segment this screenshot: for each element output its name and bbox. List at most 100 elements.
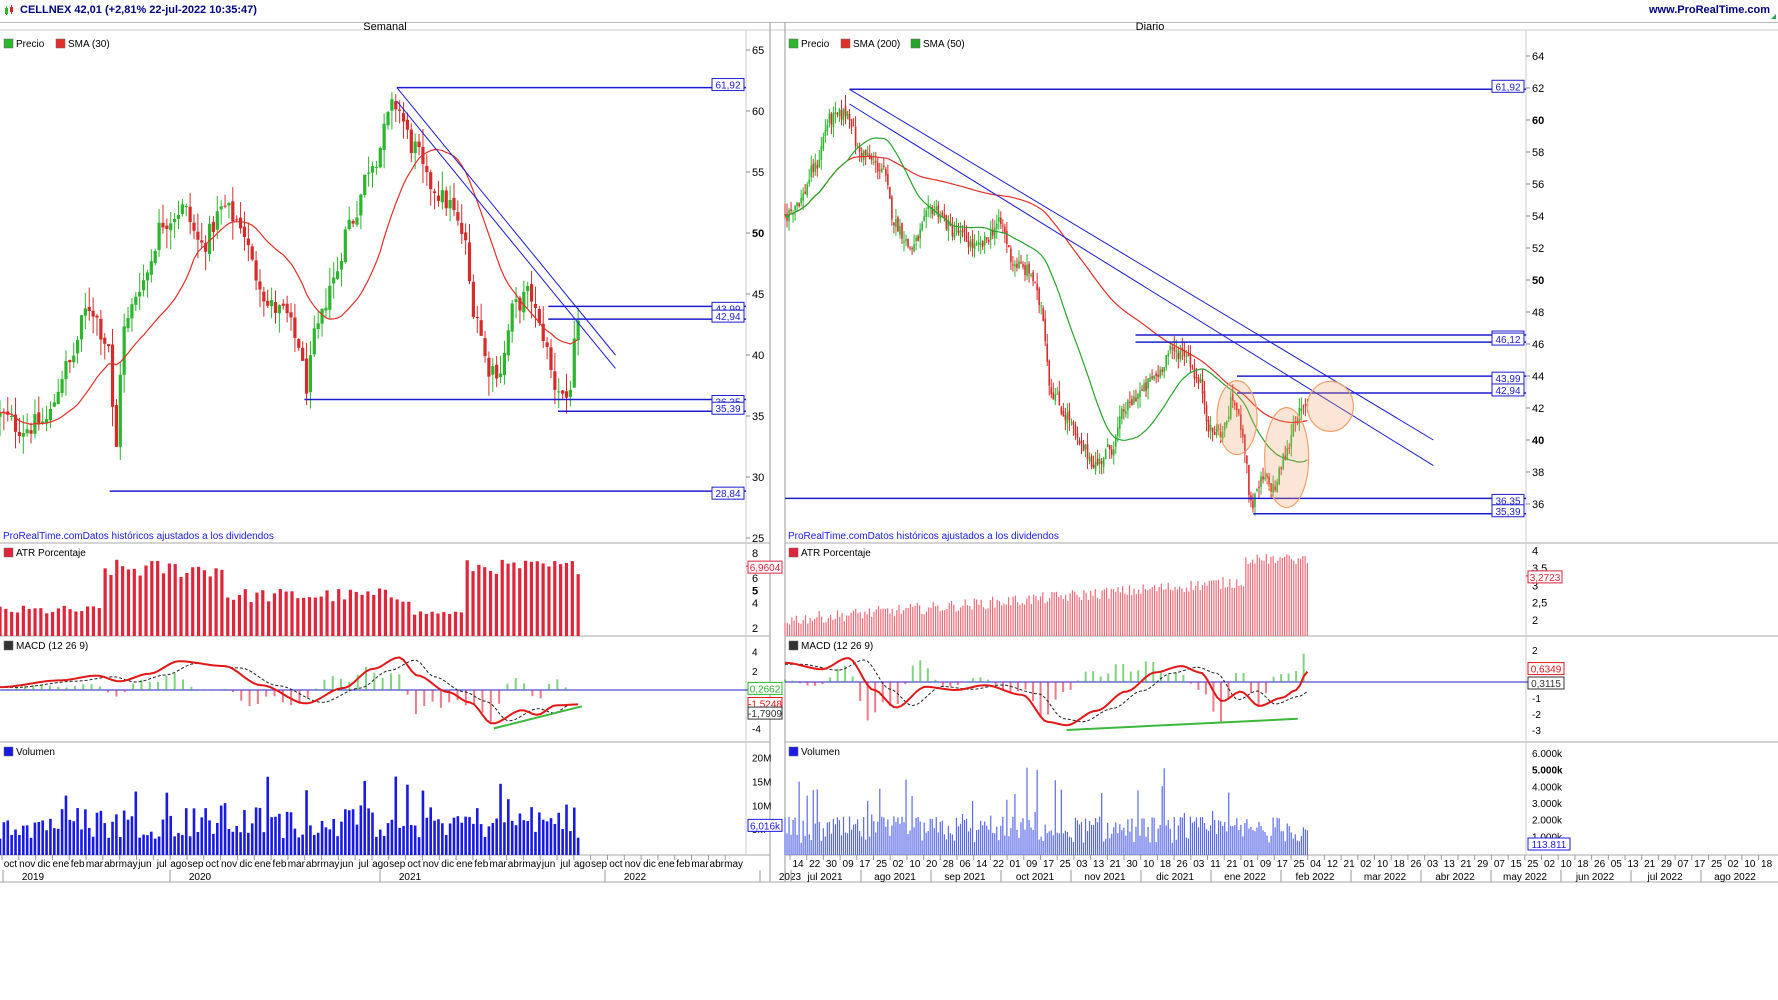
right-atr-bar: [1217, 579, 1220, 636]
left-x-month-label-24: oct: [407, 859, 421, 870]
right-x-day-label-40: 21: [1460, 859, 1472, 870]
left-volume-bar: [122, 810, 126, 855]
right-atr-bar: [1240, 584, 1242, 636]
right-volume-bar: [1107, 823, 1109, 855]
left-volume-legend-label-0: Volumen: [16, 747, 55, 758]
right-candle-body: [1264, 477, 1266, 479]
right-atr-bar: [1023, 604, 1026, 636]
right-atr-bar: [1083, 590, 1085, 636]
right-x-day-label-8: 20: [926, 859, 938, 870]
right-volume-bar: [1022, 818, 1024, 855]
right-candle-body: [909, 247, 911, 249]
right-volume-bar: [1028, 820, 1030, 855]
left-volume-bar: [456, 816, 460, 855]
right-macd-histogram-bar: [1197, 682, 1200, 690]
right-x-day-label-5: 25: [876, 859, 888, 870]
title-bar: CELLNEX 42,01 (+2,81% 22-jul-2022 10:35:…: [0, 0, 1778, 23]
left-atr-tick-2: 5: [752, 586, 758, 598]
right-macd-divergence-line: [1066, 717, 1298, 731]
right-volume-bar: [1234, 825, 1236, 855]
left-candle-body: [471, 281, 475, 317]
right-atr-bar: [1181, 588, 1183, 636]
right-price-legend-label-2: SMA (50): [923, 39, 965, 50]
right-candle-body: [957, 230, 960, 234]
left-atr-tick-0: 2: [752, 623, 758, 635]
left-atr-bar: [471, 571, 475, 636]
left-x-month-label-5: mar: [86, 859, 104, 870]
right-atr-bar: [1245, 557, 1247, 636]
prorealtime-link[interactable]: www.ProRealTime.com: [1648, 4, 1770, 16]
right-volume-bar: [1238, 829, 1240, 855]
left-atr-bar: [121, 566, 125, 636]
right-atr-bar: [941, 610, 944, 636]
left-volume-bar: [553, 823, 557, 855]
right-volume-bar: [933, 828, 935, 855]
right-macd-histogram-bar: [979, 677, 982, 682]
right-macd-histogram-bar: [1054, 682, 1057, 700]
right-candle-body: [1227, 416, 1230, 420]
left-candle-body: [312, 328, 316, 355]
right-candle-body: [921, 222, 923, 230]
left-atr-bar: [27, 609, 31, 636]
left-volume-bar: [247, 832, 250, 855]
right-atr-bar: [1074, 591, 1076, 636]
right-volume-bar: [976, 830, 978, 855]
right-macd-histogram-bar: [1257, 682, 1260, 706]
right-candle-body: [1187, 354, 1190, 356]
right-volume-bar: [790, 834, 792, 855]
left-atr-bar: [512, 562, 516, 636]
right-candle-body: [1262, 476, 1264, 480]
right-trendline-2: [849, 103, 1434, 467]
left-atr-bar: [319, 596, 323, 636]
right-atr-bar: [836, 610, 839, 636]
right-atr-bar: [848, 615, 850, 636]
right-volume-bar: [1143, 818, 1145, 855]
right-volume-bar: [941, 820, 943, 855]
left-candle-body: [79, 315, 84, 340]
left-x-month-label-42: abr: [710, 859, 725, 870]
left-x-month-label-14: dic: [239, 859, 252, 870]
left-macd-histogram-bar: [165, 675, 168, 690]
left-candle-body: [95, 315, 99, 318]
right-candle-body: [1121, 408, 1123, 419]
right-volume-bar: [1115, 822, 1117, 855]
right-atr-bar: [811, 620, 813, 636]
right-volume-bar: [1072, 842, 1075, 855]
right-candle-body: [927, 206, 930, 209]
right-volume-bar: [1008, 836, 1010, 855]
left-volume-bar: [0, 838, 2, 855]
right-volume-bar: [967, 831, 970, 855]
right-candle-body: [895, 219, 897, 228]
right-volume-bar: [798, 781, 800, 855]
right-volume-bar: [937, 832, 939, 855]
right-macd-histogram-bar: [1114, 664, 1117, 682]
right-volume-bar: [1304, 829, 1306, 855]
right-volume-bar: [796, 834, 798, 855]
left-atr-bar: [33, 608, 37, 636]
right-atr-bar: [1087, 599, 1090, 636]
right-candle-body: [850, 119, 853, 128]
right-atr-bar: [814, 618, 816, 636]
right-price-legend-swatch-1: [840, 38, 851, 49]
right-atr-bar: [827, 618, 829, 636]
right-candle-body: [856, 146, 859, 148]
left-candle-body: [103, 337, 107, 344]
left-macd-histogram-bar: [514, 678, 517, 690]
right-atr-bar: [1012, 596, 1014, 636]
left-candle-body: [429, 172, 433, 190]
left-volume-bar: [146, 835, 149, 855]
right-candle-body: [1238, 409, 1240, 415]
left-candle-body: [308, 355, 313, 393]
left-volume-bar: [309, 825, 312, 855]
right-x-month-label-3: oct 2021: [1016, 872, 1055, 883]
right-x-day-label-45: 02: [1544, 859, 1556, 870]
right-atr-bar: [976, 599, 978, 636]
right-volume-bar: [1306, 830, 1309, 855]
left-sma30-line: [0, 148, 579, 426]
left-candle-body: [258, 281, 262, 290]
right-level-label-6: 35,39: [1495, 507, 1520, 518]
left-x-month-label-22: ago: [372, 859, 389, 870]
right-volume-bar: [794, 817, 796, 855]
left-x-month-label-41: mar: [691, 859, 709, 870]
left-volume-bar: [103, 823, 107, 855]
